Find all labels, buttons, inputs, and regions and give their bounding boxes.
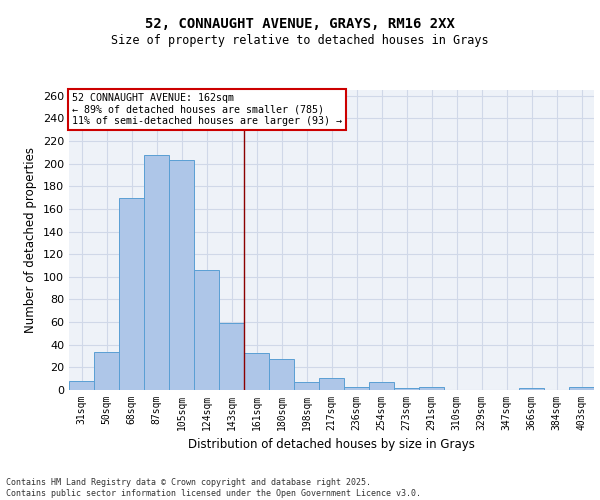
Bar [269, 360, 294, 390]
Text: Contains HM Land Registry data © Crown copyright and database right 2025.
Contai: Contains HM Land Registry data © Crown c… [6, 478, 421, 498]
Y-axis label: Number of detached properties: Number of detached properties [25, 147, 37, 333]
Text: 52 CONNAUGHT AVENUE: 162sqm
← 89% of detached houses are smaller (785)
11% of se: 52 CONNAUGHT AVENUE: 162sqm ← 89% of det… [71, 93, 341, 126]
Bar [519, 388, 544, 390]
Bar [219, 323, 244, 390]
Bar [294, 382, 319, 390]
Bar [344, 386, 369, 390]
Bar [94, 352, 119, 390]
Bar [169, 160, 194, 390]
Bar [194, 270, 219, 390]
Bar [244, 352, 269, 390]
Bar [319, 378, 344, 390]
X-axis label: Distribution of detached houses by size in Grays: Distribution of detached houses by size … [188, 438, 475, 452]
Bar [369, 382, 394, 390]
Text: 52, CONNAUGHT AVENUE, GRAYS, RM16 2XX: 52, CONNAUGHT AVENUE, GRAYS, RM16 2XX [145, 18, 455, 32]
Bar [119, 198, 144, 390]
Bar [394, 388, 419, 390]
Bar [144, 154, 169, 390]
Bar [569, 386, 594, 390]
Bar [69, 381, 94, 390]
Bar [419, 386, 444, 390]
Text: Size of property relative to detached houses in Grays: Size of property relative to detached ho… [111, 34, 489, 47]
